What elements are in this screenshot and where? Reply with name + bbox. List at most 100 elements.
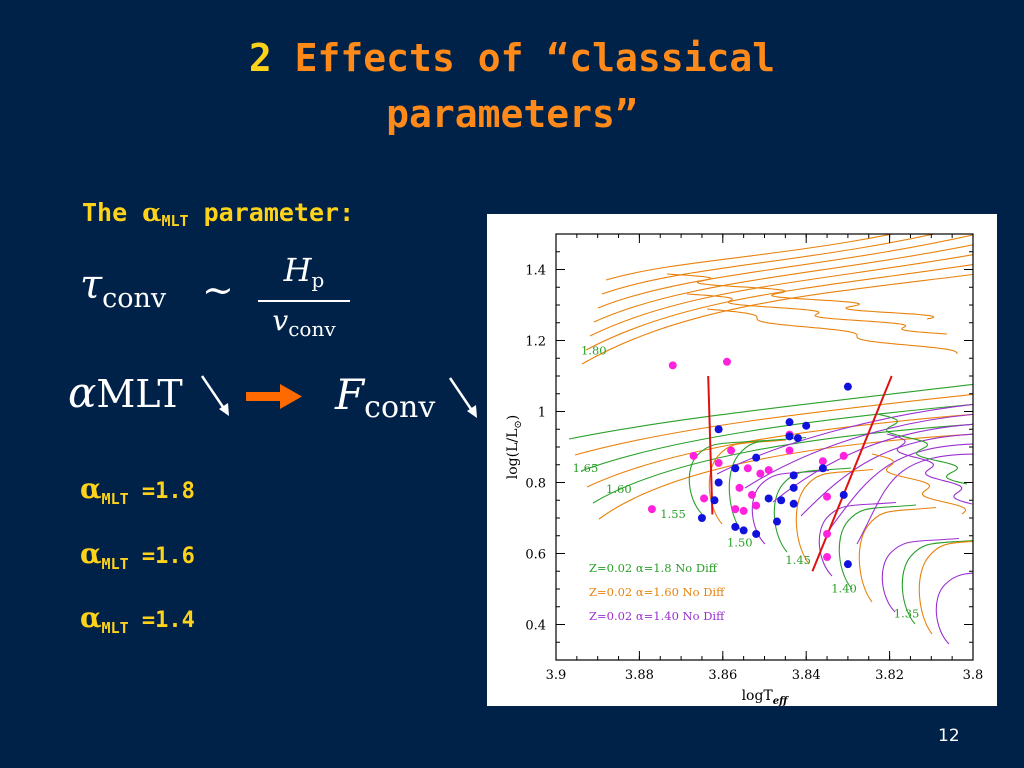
hr-diagram-panel: 3.9 3.88 3.86 3.84 3.82 3.8 0.4 0.6 0.8 1 1.2 1.4 lo…	[487, 214, 997, 707]
x-axis-label-sub: eff	[773, 696, 789, 706]
alpha-value-1: αMLT =1.8	[80, 472, 195, 508]
mid-track-5	[598, 433, 973, 520]
magenta-star-point	[839, 451, 848, 460]
magenta-star-point	[743, 464, 752, 473]
y-axis-label-main: log(L/L	[505, 429, 521, 480]
orange-track-upper-4	[597, 234, 973, 309]
fraction-numerator: Hp	[258, 252, 350, 298]
heading-suffix: parameter:	[188, 198, 355, 227]
alpha-value: =1.8	[128, 479, 195, 504]
title-line-1: 2 Effects of “classical	[0, 30, 1024, 86]
blue-star-point	[818, 464, 827, 473]
instability-strip-edge-0	[707, 375, 714, 515]
mid-track-0	[568, 383, 973, 440]
blue-star-point	[793, 434, 802, 443]
mass-label: 1.55	[660, 507, 686, 521]
blue-star-point	[785, 432, 794, 441]
alpha-subscript: MLT	[101, 619, 129, 637]
alpha-subscript: MLT	[101, 490, 129, 508]
blue-star-point	[789, 483, 798, 492]
blue-star-point	[777, 496, 786, 505]
blue-star-point	[697, 514, 706, 522]
title-line-2: parameters”	[386, 92, 638, 136]
hp-over-vconv-fraction: Hp vconv	[258, 252, 350, 346]
legend-entry: Z=0.02 α=1.40 No Diff	[589, 609, 725, 623]
magenta-star-point	[689, 451, 698, 460]
orange-track-upper-6	[605, 234, 895, 281]
x-tick-label: 3.9	[546, 668, 567, 683]
orange-track-upper-1	[585, 264, 973, 351]
track-hook-0	[688, 439, 767, 515]
instability-strip-edge-1	[811, 375, 893, 572]
orange-track-upper-5	[601, 234, 937, 295]
hr-diagram-chart: 3.9 3.88 3.86 3.84 3.82 3.8 0.4 0.6 0.8 1 1.2 1.4 lo…	[505, 233, 984, 707]
y-tick-label: 1.2	[525, 335, 546, 350]
orange-zigzag-1	[666, 273, 935, 320]
magenta-star-point	[764, 466, 773, 475]
magenta-star-point	[823, 553, 832, 562]
alpha-mlt-term: αMLT	[68, 368, 183, 417]
blue-star-point	[843, 382, 852, 391]
alpha-value-2: αMLT =1.6	[80, 537, 195, 573]
y-tick-label: 0.4	[525, 619, 546, 634]
green-zigzag-right	[876, 413, 968, 485]
magenta-star-point	[747, 490, 756, 499]
magenta-star-point	[727, 446, 736, 455]
mass-label: 1.45	[785, 553, 811, 567]
mid-track-4	[592, 423, 973, 504]
alpha-symbol: α	[80, 472, 102, 505]
fraction-bar	[258, 300, 350, 302]
track-hook-9	[881, 537, 960, 613]
page-number: 12	[938, 726, 960, 746]
track-hook-3	[751, 469, 830, 545]
blue-star-point	[789, 471, 798, 480]
magenta-star-point	[668, 361, 677, 370]
blue-star-point	[714, 478, 723, 487]
alpha-subscript: MLT	[101, 555, 129, 573]
orange-track-upper-3	[593, 244, 973, 323]
magenta-star-point	[722, 357, 731, 366]
blue-star-point	[710, 496, 719, 505]
alpha-value-3: αMLT =1.4	[80, 601, 195, 637]
mass-label: 1.65	[573, 461, 599, 475]
magenta-star-point	[756, 469, 765, 478]
blue-star-point	[839, 490, 848, 499]
blue-star-point	[739, 526, 748, 535]
x-tick-label: 3.8	[963, 668, 984, 683]
tau-conv-term: τconv	[80, 262, 166, 314]
alpha-value: =1.6	[128, 544, 195, 569]
x-tick-label: 3.82	[875, 668, 904, 683]
magenta-star-point	[739, 506, 748, 515]
orange-track-upper-0	[581, 273, 973, 365]
f-conv-term: Fconv	[335, 370, 435, 425]
track-hook-6	[818, 501, 897, 577]
mid-track-1	[574, 393, 973, 456]
x-tick-label: 3.88	[625, 668, 654, 683]
mass-label: 1.60	[606, 482, 632, 496]
heading-prefix: The	[82, 198, 143, 227]
orange-zigzag-right	[871, 453, 967, 515]
purple-track-0	[716, 403, 973, 475]
track-hook-10	[901, 539, 973, 625]
magenta-star-point	[752, 501, 761, 510]
x-tick-label: 3.86	[708, 668, 737, 683]
y-tick-label: 0.8	[525, 477, 546, 492]
magenta-star-point	[714, 458, 723, 467]
purple-track-4	[828, 443, 973, 531]
implies-arrow-icon	[246, 384, 302, 409]
decrease-arrow-icon-2	[448, 377, 477, 418]
purple-track-3	[800, 433, 973, 517]
mass-label: 1.80	[581, 344, 607, 358]
y-tick-label: 0.6	[525, 548, 546, 563]
tau-subscript: conv	[102, 283, 167, 314]
track-hook-7	[838, 504, 917, 590]
tau-symbol: τ	[80, 262, 103, 308]
track-hook-8	[858, 506, 937, 603]
magenta-star-point	[731, 505, 740, 514]
alpha-mlt-heading: The αMLT parameter:	[82, 198, 354, 230]
title-text: Effects of “classical	[294, 36, 776, 80]
magenta-star-point	[700, 494, 709, 503]
eq-alpha-subscript: MLT	[96, 372, 183, 416]
v-symbol: v	[272, 304, 289, 337]
alpha-subscript: MLT	[161, 212, 189, 230]
